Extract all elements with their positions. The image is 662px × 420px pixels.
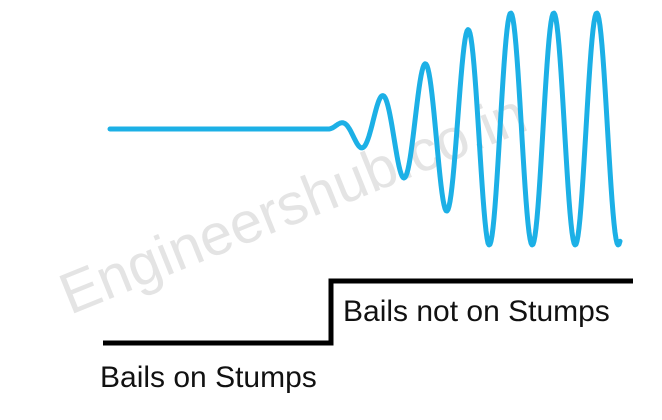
bails-not-on-stumps-label: Bails not on Stumps (343, 295, 610, 328)
signal-oscillation-wave (325, 10, 623, 248)
bails-on-stumps-label: Bails on Stumps (100, 361, 317, 394)
step-line (103, 278, 633, 346)
watermark: Engineershub.co.in (51, 81, 536, 327)
